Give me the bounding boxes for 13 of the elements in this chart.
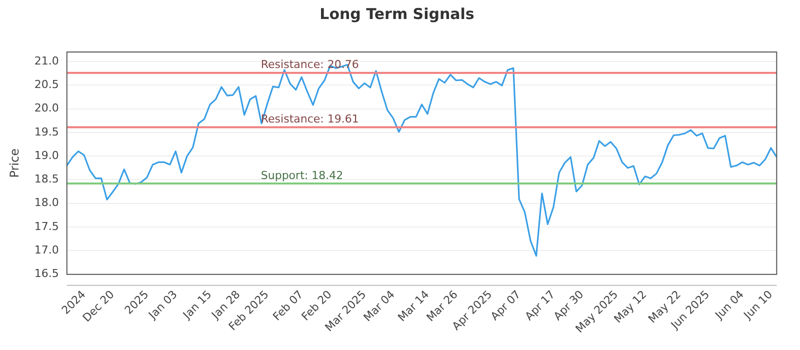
y-tick-label: 19.0 xyxy=(34,148,59,162)
y-tick-label: 18.0 xyxy=(34,196,59,210)
y-tick-label: 20.5 xyxy=(34,78,59,91)
y-axis-title: Price xyxy=(7,148,22,178)
y-tick-label: 17.0 xyxy=(34,244,59,257)
y-tick-label: 16.5 xyxy=(34,267,59,280)
y-tick-label: 18.5 xyxy=(34,172,59,186)
y-tick-label: 17.5 xyxy=(34,220,59,233)
y-tick-label: 19.5 xyxy=(34,125,59,138)
y-tick-label: 21.0 xyxy=(34,54,59,68)
chart-title: Long Term Signals xyxy=(320,4,474,23)
y-tick-label: 20.0 xyxy=(34,102,59,115)
ref-line-label: Support: 18.42 xyxy=(260,168,344,182)
